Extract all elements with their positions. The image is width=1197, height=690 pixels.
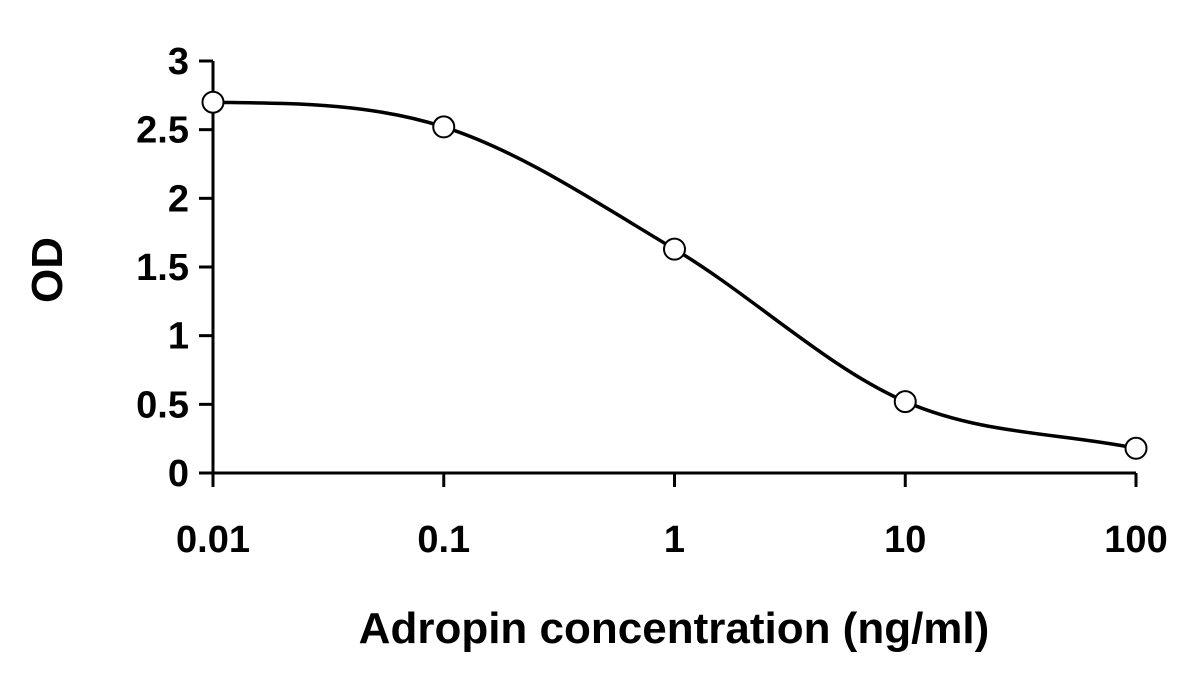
data-point [893,390,917,414]
y-tick-label: 3 [168,41,189,83]
x-axis-label: Adropin concentration (ng/ml) [359,604,990,653]
y-tick-label: 2.5 [136,110,189,152]
x-tick-label: 10 [884,519,926,561]
y-tick-label: 2 [168,178,189,220]
data-point [432,115,456,139]
data-points [201,90,1148,460]
x-tick-label: 0.01 [176,519,250,561]
y-tick-label: 1 [168,316,189,358]
y-tick-label: 0 [168,453,189,495]
data-point [663,237,686,261]
data-point [1124,436,1148,460]
data-point [201,90,225,114]
x-tick-label: 100 [1104,519,1167,561]
axes: 0 0.5 1 1.5 2 2.5 3 0.01 0.1 1 10 100 [136,41,1168,561]
y-axis-label: OD [23,237,72,303]
labels: OD Adropin concentration (ng/ml) [23,237,989,653]
y-tick-label: 0.5 [136,384,189,426]
curve-layer [212,100,1137,450]
x-tick-label: 1 [664,519,685,561]
x-tick-label: 0.1 [417,519,470,561]
fitted-curve [212,100,1137,450]
y-tick-label: 1.5 [136,247,189,289]
